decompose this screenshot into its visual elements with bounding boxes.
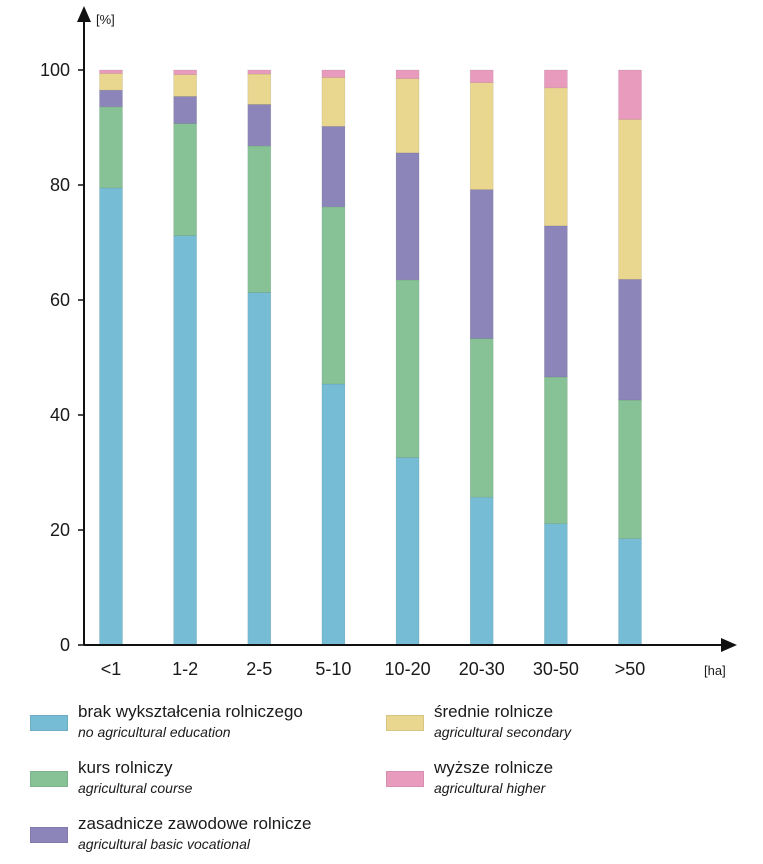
x-tick-label: 10-20 bbox=[385, 659, 431, 679]
y-tick-label: 100 bbox=[40, 60, 70, 80]
legend-swatch bbox=[386, 715, 424, 731]
bar-segment bbox=[544, 88, 567, 226]
stacked-bar-chart: [%] [ha] 0 20 40 60 80 100 <1 1-2 2-5 5-10 10-20 2… bbox=[0, 0, 763, 700]
x-tick-label: 20-30 bbox=[459, 659, 505, 679]
y-tick-label: 40 bbox=[50, 405, 70, 425]
bar-segment bbox=[544, 377, 567, 524]
bar-segment bbox=[544, 524, 567, 645]
x-tick-label: 2-5 bbox=[246, 659, 272, 679]
bar-segment bbox=[396, 458, 419, 645]
legend-item-basic-vocational: zasadnicze zawodowe rolnicze agricultura… bbox=[30, 814, 311, 854]
bar-segment bbox=[100, 90, 123, 107]
bar-segment bbox=[396, 70, 419, 79]
legend-item-no-education: brak wykształcenia rolniczego no agricul… bbox=[30, 702, 303, 742]
bar-segment bbox=[248, 74, 271, 104]
y-axis-arrow bbox=[77, 6, 91, 22]
y-tick-label: 60 bbox=[50, 290, 70, 310]
bar-segment bbox=[174, 70, 197, 75]
legend-item-course: kurs rolniczy agricultural course bbox=[30, 758, 192, 798]
bar-segment bbox=[470, 339, 493, 498]
x-tick-label: <1 bbox=[101, 659, 122, 679]
legend-label: kurs rolniczy bbox=[78, 758, 192, 778]
bar-segment bbox=[470, 190, 493, 339]
bar-segment bbox=[470, 70, 493, 83]
bar-segment bbox=[322, 126, 345, 207]
legend-label: brak wykształcenia rolniczego bbox=[78, 702, 303, 722]
legend-sublabel: agricultural basic vocational bbox=[78, 834, 311, 854]
bar-segment bbox=[322, 70, 345, 77]
bar-segment bbox=[322, 77, 345, 126]
y-tick-label: 0 bbox=[60, 635, 70, 655]
x-tick-label: 30-50 bbox=[533, 659, 579, 679]
bar-segment bbox=[470, 83, 493, 190]
legend-sublabel: agricultural higher bbox=[434, 778, 553, 798]
y-unit-label: [%] bbox=[96, 12, 115, 27]
legend-label: wyższe rolnicze bbox=[434, 758, 553, 778]
bar-segment bbox=[619, 539, 642, 645]
legend-swatch bbox=[30, 771, 68, 787]
x-unit-label: [ha] bbox=[704, 663, 726, 678]
bar-segment bbox=[248, 293, 271, 645]
bar-segment bbox=[100, 107, 123, 188]
bars-group bbox=[100, 70, 642, 645]
legend-sublabel: agricultural course bbox=[78, 778, 192, 798]
legend-swatch bbox=[30, 827, 68, 843]
legend-swatch bbox=[386, 771, 424, 787]
bar-segment bbox=[322, 207, 345, 384]
bar-segment bbox=[396, 79, 419, 153]
x-tick-label: 1-2 bbox=[172, 659, 198, 679]
bar-segment bbox=[100, 70, 123, 73]
bar-segment bbox=[396, 280, 419, 458]
bar-segment bbox=[248, 70, 271, 74]
bar-segment bbox=[619, 279, 642, 400]
x-tick-label: 5-10 bbox=[315, 659, 351, 679]
bar-segment bbox=[544, 70, 567, 88]
bar-segment bbox=[100, 73, 123, 90]
legend-sublabel: no agricultural education bbox=[78, 722, 303, 742]
bar-segment bbox=[100, 188, 123, 645]
x-axis-arrow bbox=[721, 638, 737, 652]
bar-segment bbox=[174, 236, 197, 645]
bar-segment bbox=[544, 226, 567, 377]
bar-segment bbox=[619, 119, 642, 279]
legend-swatch bbox=[30, 715, 68, 731]
legend-item-secondary: średnie rolnicze agricultural secondary bbox=[386, 702, 571, 742]
x-ticks-group: <1 1-2 2-5 5-10 10-20 20-30 30-50 >50 bbox=[101, 659, 646, 679]
x-tick-label: >50 bbox=[615, 659, 646, 679]
bar-segment bbox=[619, 400, 642, 539]
bar-segment bbox=[396, 153, 419, 280]
bar-segment bbox=[174, 123, 197, 235]
bar-segment bbox=[322, 384, 345, 645]
y-ticks-group: 0 20 40 60 80 100 bbox=[40, 60, 84, 655]
y-tick-label: 80 bbox=[50, 175, 70, 195]
legend-label: średnie rolnicze bbox=[434, 702, 571, 722]
bar-segment bbox=[174, 96, 197, 123]
bar-segment bbox=[174, 75, 197, 97]
legend-sublabel: agricultural secondary bbox=[434, 722, 571, 742]
bar-segment bbox=[619, 70, 642, 119]
y-tick-label: 20 bbox=[50, 520, 70, 540]
bar-segment bbox=[248, 105, 271, 146]
bar-segment bbox=[470, 497, 493, 645]
bar-segment bbox=[248, 146, 271, 293]
legend-label: zasadnicze zawodowe rolnicze bbox=[78, 814, 311, 834]
legend-item-higher: wyższe rolnicze agricultural higher bbox=[386, 758, 553, 798]
